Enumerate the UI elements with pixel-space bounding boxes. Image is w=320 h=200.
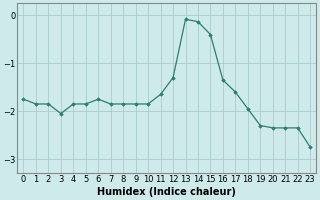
X-axis label: Humidex (Indice chaleur): Humidex (Indice chaleur) bbox=[97, 187, 236, 197]
